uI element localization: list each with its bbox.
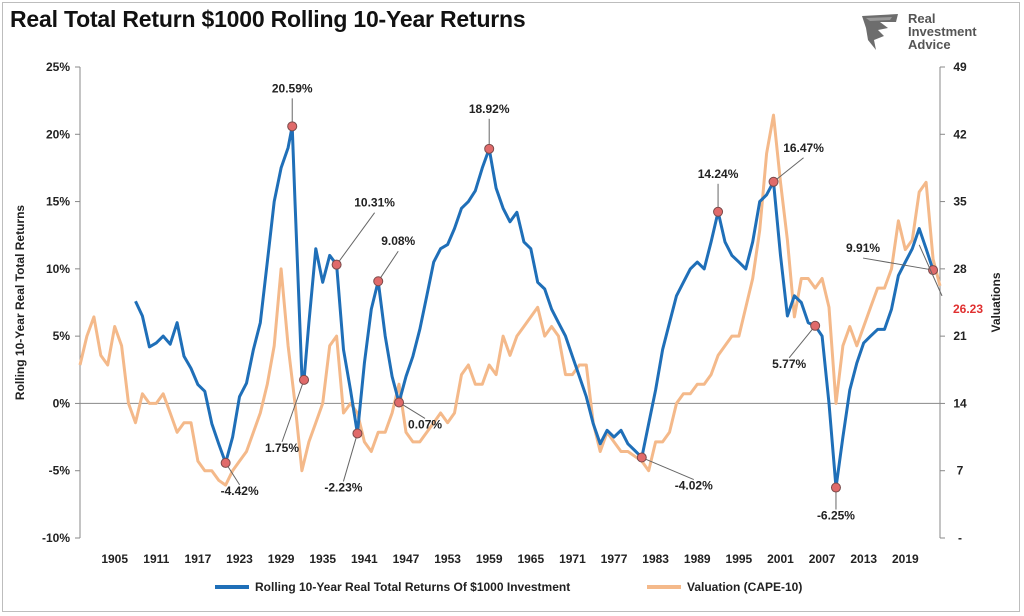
y2-tick-label: 35 (953, 195, 967, 209)
data-label-leader (342, 433, 358, 482)
y-tick-label: 25% (46, 60, 70, 74)
x-tick-label: 1911 (143, 552, 169, 566)
y-tick-label: -5% (49, 464, 71, 478)
valuation-end-leader (918, 244, 943, 297)
y2-tick-label: 28 (953, 262, 967, 276)
y2-tick-label: - (958, 531, 962, 545)
data-label-leader (641, 457, 694, 480)
data-label: 1.75% (265, 441, 299, 455)
y2-tick-label: 42 (953, 127, 967, 141)
logo-line-2: Investment (908, 24, 977, 39)
x-tick-label: 1941 (351, 552, 378, 566)
data-label: -6.25% (817, 509, 855, 523)
data-label: 20.59% (272, 81, 313, 95)
data-label-leader (773, 157, 804, 183)
y-axis-title: Rolling 10-Year Real Total Returns (13, 205, 27, 400)
data-point-marker (810, 320, 821, 331)
y-tick-label: 0% (53, 396, 71, 410)
data-point-marker (768, 176, 779, 187)
x-tick-label: 2007 (809, 552, 836, 566)
data-label: -4.02% (675, 479, 713, 493)
data-label: 0.07% (408, 417, 442, 431)
data-label: -4.42% (221, 484, 259, 498)
brand-logo: Real Investment Advice (858, 10, 1008, 56)
x-tick-label: 1953 (434, 552, 461, 566)
data-label-leader (398, 402, 426, 419)
data-label: 10.31% (354, 196, 395, 210)
x-tick-label: 1935 (309, 552, 336, 566)
data-point-marker (373, 276, 384, 287)
x-tick-label: 1977 (601, 552, 628, 566)
data-point-marker (287, 121, 298, 132)
data-label: 9.91% (846, 241, 880, 255)
data-label: 5.77% (772, 357, 806, 371)
valuation-series-group (78, 113, 942, 487)
chart-legend: Rolling 10-Year Real Total Returns Of $1… (215, 578, 815, 600)
valuation-series-line (78, 113, 942, 487)
logo-line-1: Real (908, 11, 936, 26)
x-tick-label: 2013 (850, 552, 877, 566)
x-tick-label: 1971 (559, 552, 586, 566)
data-point-marker (713, 206, 724, 217)
data-label: 9.08% (381, 234, 415, 248)
data-point-marker (352, 428, 363, 439)
y-tick-label: 5% (53, 329, 71, 343)
x-tick-label: 1995 (726, 552, 753, 566)
legend-swatch-returns (215, 585, 249, 589)
logo-line-3: Advice (908, 37, 951, 52)
x-tick-label: 1917 (185, 552, 212, 566)
data-point-marker (830, 482, 841, 493)
data-point-marker (928, 265, 939, 276)
y-tick-label: 10% (46, 262, 70, 276)
data-label-leader (336, 212, 376, 265)
x-tick-label: 1959 (476, 552, 503, 566)
data-point-marker (331, 259, 342, 270)
legend-label-returns: Rolling 10-Year Real Total Returns Of $1… (255, 580, 571, 594)
data-labels-group: -4.42% 20.59% 1.75% 10.31% -2.23% 9.08% 0.07% 1… (221, 81, 984, 522)
y-tick-label: 20% (46, 127, 70, 141)
legend-swatch-valuation (647, 585, 681, 589)
y-tick-label: 15% (46, 195, 70, 209)
data-point-marker (220, 457, 231, 468)
data-label: -2.23% (324, 480, 362, 494)
data-label: 14.24% (698, 167, 739, 181)
legend-label-valuation: Valuation (CAPE-10) (687, 580, 803, 594)
x-tick-label: 1905 (101, 552, 128, 566)
y-tick-label: -10% (42, 531, 70, 545)
eagle-logo-icon (862, 14, 898, 50)
returns-series-group (134, 124, 935, 489)
data-point-marker (484, 143, 495, 154)
x-tick-label: 1965 (517, 552, 544, 566)
data-label: 16.47% (783, 141, 824, 155)
x-tick-label: 2001 (767, 552, 794, 566)
y2-tick-label: 7 (957, 464, 964, 478)
x-tick-label: 1989 (684, 552, 711, 566)
data-point-marker (636, 452, 647, 463)
y2-tick-label: 21 (953, 329, 967, 343)
chart-title: Real Total Return $1000 Rolling 10-Year … (10, 6, 526, 32)
legend-item-valuation: Valuation (CAPE-10) (647, 580, 802, 594)
legend-item-returns: Rolling 10-Year Real Total Returns Of $1… (215, 580, 570, 594)
data-label: 18.92% (469, 102, 510, 116)
x-tick-label: 1929 (268, 552, 295, 566)
data-point-marker (394, 397, 405, 408)
returns-series-line (134, 124, 935, 489)
y2-tick-label: 14 (953, 396, 967, 410)
logo-text: Real Investment Advice (908, 12, 977, 51)
data-point-marker (299, 374, 310, 385)
x-tick-label: 1947 (393, 552, 420, 566)
data-label-leader (788, 325, 816, 359)
y2-axis-title: Valuations (989, 272, 1003, 332)
data-label-leader (862, 257, 934, 271)
valuation-end-label: 26.23 (953, 302, 983, 316)
y2-tick-label: 49 (953, 60, 967, 74)
data-label-leader (281, 379, 305, 443)
x-tick-label: 1923 (226, 552, 253, 566)
x-tick-label: 2019 (892, 552, 919, 566)
data-label-leader (377, 250, 399, 282)
axes-group: -10% -5% 0% 5% 10% 15% 20% 25% - 7 14 21 28 35 42 49 190… (13, 60, 1003, 566)
x-tick-label: 1983 (642, 552, 669, 566)
